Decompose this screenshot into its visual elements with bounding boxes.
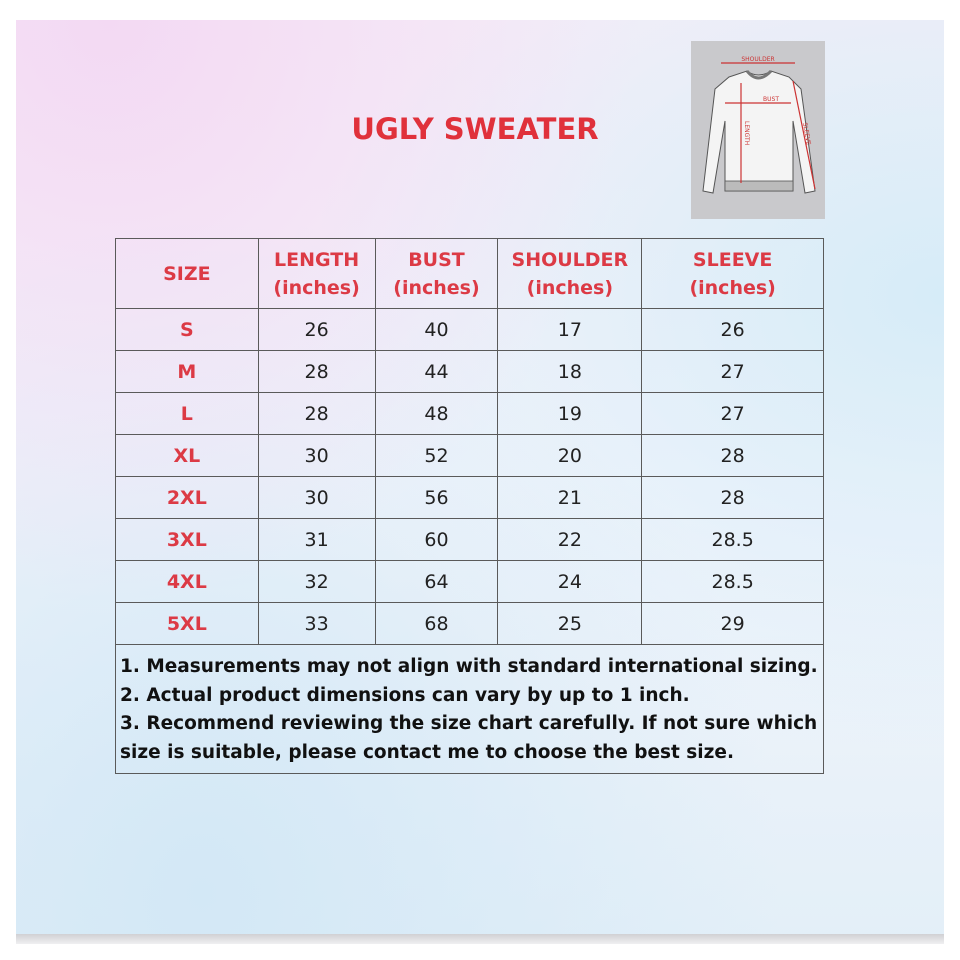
value-cell: 52 [374,434,499,477]
value-cell: 40 [374,308,499,351]
table-row: 3XL 31 60 22 28.5 [115,518,824,561]
header-unit: (inches) [689,276,776,299]
header-unit: (inches) [393,276,480,299]
value-cell: 27 [641,392,824,435]
size-cell: 4XL [115,560,259,603]
value-cell: 18 [497,350,643,393]
value-cell: 44 [374,350,499,393]
table-row: 2XL 30 56 21 28 [115,476,824,519]
value-cell: 28 [641,476,824,519]
table-row: S 26 40 17 26 [115,308,824,351]
note-item: 1. Measurements may not align with stand… [120,656,818,677]
table-row: L 28 48 19 27 [115,392,824,435]
length-label: LENGTH [743,121,750,145]
bottom-strip [16,934,944,944]
table-row: M 28 44 18 27 [115,350,824,393]
bust-label: BUST [763,96,779,103]
value-cell: 28.5 [641,560,824,603]
note-item: 3. Recommend reviewing the size chart ca… [120,713,818,763]
column-header-shoulder: SHOULDER (inches) [497,238,643,309]
value-cell: 28 [257,392,376,435]
value-cell: 28 [257,350,376,393]
sleeve-label: SLEEVE [801,122,812,146]
value-cell: 20 [497,434,643,477]
value-cell: 19 [497,392,643,435]
sweater-measurement-diagram: SHOULDER BUST LENGTH SLEEVE [691,41,825,219]
header-name: SHOULDER [511,248,629,271]
notes-cell: 1. Measurements may not align with stand… [115,644,824,774]
value-cell: 28.5 [641,518,824,561]
value-cell: 29 [641,602,824,645]
value-cell: 30 [257,476,376,519]
value-cell: 21 [497,476,643,519]
value-cell: 33 [257,602,376,645]
header-name: BUST [408,248,465,271]
size-cell: 2XL [115,476,259,519]
value-cell: 24 [497,560,643,603]
table-row: XL 30 52 20 28 [115,434,824,477]
size-cell: L [115,392,259,435]
header-row: SIZE LENGTH (inches) BUST (inches) SHOULDER (i… [115,238,824,309]
size-cell: 5XL [115,602,259,645]
size-cell: S [115,308,259,351]
header-name: SIZE [163,262,211,285]
column-header-bust: BUST (inches) [374,238,499,309]
value-cell: 64 [374,560,499,603]
value-cell: 17 [497,308,643,351]
shoulder-label: SHOULDER [741,56,774,63]
table-row: 4XL 32 64 24 28.5 [115,560,824,603]
table-row: 5XL 33 68 25 29 [115,602,824,645]
column-header-sleeve: SLEEVE (inches) [641,238,824,309]
size-cell: M [115,350,259,393]
header-name: SLEEVE [692,248,773,271]
value-cell: 26 [257,308,376,351]
size-cell: XL [115,434,259,477]
value-cell: 68 [374,602,499,645]
value-cell: 30 [257,434,376,477]
value-cell: 32 [257,560,376,603]
value-cell: 56 [374,476,499,519]
value-cell: 28 [641,434,824,477]
value-cell: 48 [374,392,499,435]
header-unit: (inches) [526,276,614,299]
header-unit: (inches) [273,276,360,299]
column-header-size: SIZE [115,238,259,309]
value-cell: 26 [641,308,824,351]
value-cell: 25 [497,602,643,645]
value-cell: 31 [257,518,376,561]
header-name: LENGTH [274,248,360,271]
value-cell: 27 [641,350,824,393]
size-chart-table: SIZE LENGTH (inches) BUST (inches) SHOULDER (i… [115,238,824,774]
size-cell: 3XL [115,518,259,561]
page-title: UGLY SWEATER [351,112,599,146]
note-item: 2. Actual product dimensions can vary by… [120,684,690,706]
column-header-length: LENGTH (inches) [257,238,376,309]
value-cell: 60 [374,518,499,561]
value-cell: 22 [497,518,643,561]
